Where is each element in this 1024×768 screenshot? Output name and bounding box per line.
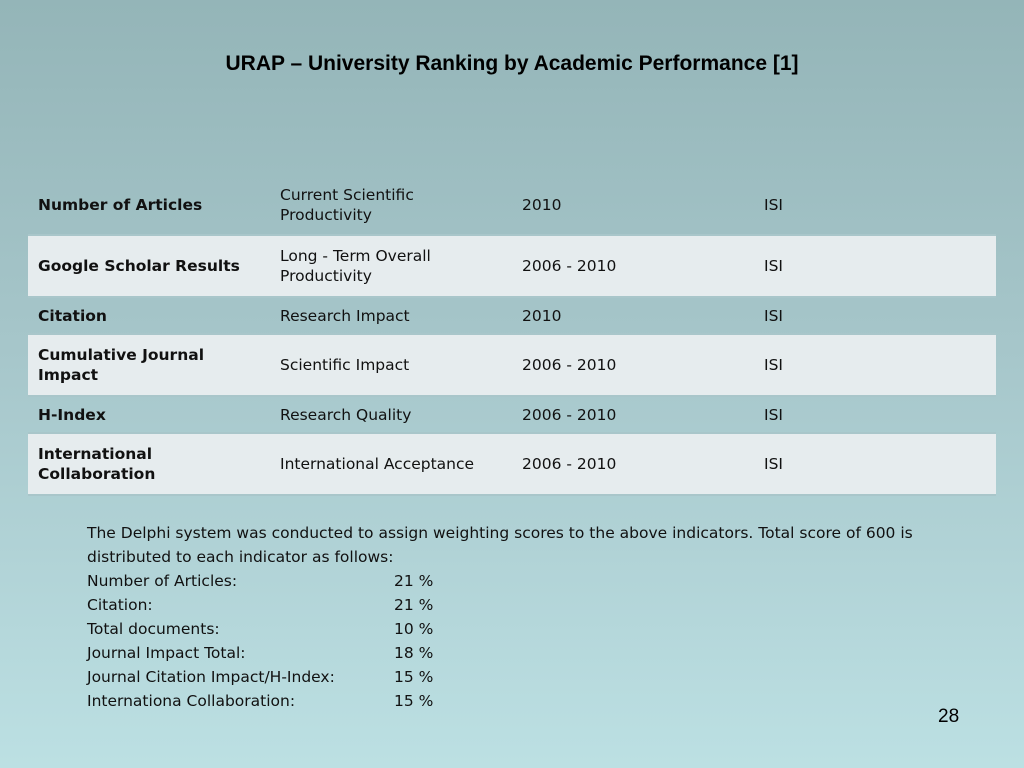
measure-cell: Scientific Impact bbox=[270, 334, 512, 396]
weight-value: 15 % bbox=[394, 668, 434, 686]
measure-cell: Research Quality bbox=[280, 405, 412, 424]
indicator-cell: Google Scholar Results bbox=[28, 235, 270, 297]
period-cell: 2006 - 2010 bbox=[512, 334, 754, 396]
table-row: Google Scholar Results Long - Term Overa… bbox=[28, 235, 996, 297]
indicator-cell: International Collaboration bbox=[28, 433, 270, 495]
indicator-cell: H-Index bbox=[38, 405, 106, 424]
weight-label: Total documents: bbox=[87, 620, 220, 638]
weight-label: Journal Citation Impact/H-Index: bbox=[87, 668, 335, 686]
weight-label: Number of Articles: bbox=[87, 572, 238, 590]
source-cell: ISI bbox=[764, 195, 783, 214]
weight-value: 21 % bbox=[394, 596, 434, 614]
measure-cell: Long - Term Overall Productivity bbox=[270, 235, 512, 297]
period-cell: 2010 bbox=[522, 195, 562, 214]
indicator-cell: Citation bbox=[38, 306, 107, 325]
source-cell: ISI bbox=[754, 235, 996, 297]
source-cell: ISI bbox=[754, 433, 996, 495]
measure-cell: Research Impact bbox=[280, 306, 410, 325]
weight-row: Citation: 21 % bbox=[87, 593, 967, 617]
weight-value: 18 % bbox=[394, 644, 434, 662]
weight-label: Citation: bbox=[87, 596, 153, 614]
source-cell: ISI bbox=[764, 405, 783, 424]
source-cell: ISI bbox=[754, 334, 996, 396]
table-row: Number of Articles Current Scientific Pr… bbox=[28, 175, 996, 235]
weight-value: 15 % bbox=[394, 692, 434, 710]
indicators-table: Number of Articles Current Scientific Pr… bbox=[28, 175, 996, 496]
weight-label: Journal Impact Total: bbox=[87, 644, 246, 662]
indicator-cell: Number of Articles bbox=[38, 195, 203, 214]
period-cell: 2006 - 2010 bbox=[522, 405, 617, 424]
measure-cell: Current Scientific Productivity bbox=[280, 185, 414, 224]
weight-row: Journal Citation Impact/H-Index: 15 % bbox=[87, 665, 967, 689]
weight-value: 21 % bbox=[394, 572, 434, 590]
period-cell: 2006 - 2010 bbox=[512, 235, 754, 297]
weighting-notes: The Delphi system was conducted to assig… bbox=[87, 521, 967, 713]
table-row: Citation Research Impact 2010 ISI bbox=[28, 297, 996, 334]
slide-title: URAP – University Ranking by Academic Pe… bbox=[225, 52, 799, 75]
table-row: H-Index Research Quality 2006 - 2010 ISI bbox=[28, 396, 996, 433]
source-cell: ISI bbox=[764, 306, 783, 325]
weight-label: Internationa Collaboration: bbox=[87, 692, 296, 710]
table-row: Cumulative Journal Impact Scientific Imp… bbox=[28, 334, 996, 396]
period-cell: 2010 bbox=[522, 306, 562, 325]
measure-cell: International Acceptance bbox=[270, 433, 512, 495]
weight-row: Number of Articles: 21 % bbox=[87, 569, 967, 593]
weight-row: Journal Impact Total: 18 % bbox=[87, 641, 967, 665]
table-row: International Collaboration Internationa… bbox=[28, 433, 996, 495]
weight-value: 10 % bbox=[394, 620, 434, 638]
weight-row: Internationa Collaboration: 15 % bbox=[87, 689, 967, 713]
indicator-cell: Cumulative Journal Impact bbox=[28, 334, 270, 396]
period-cell: 2006 - 2010 bbox=[512, 433, 754, 495]
weight-row: Total documents: 10 % bbox=[87, 617, 967, 641]
page-number: 28 bbox=[938, 706, 960, 727]
notes-intro: The Delphi system was conducted to assig… bbox=[87, 524, 913, 566]
